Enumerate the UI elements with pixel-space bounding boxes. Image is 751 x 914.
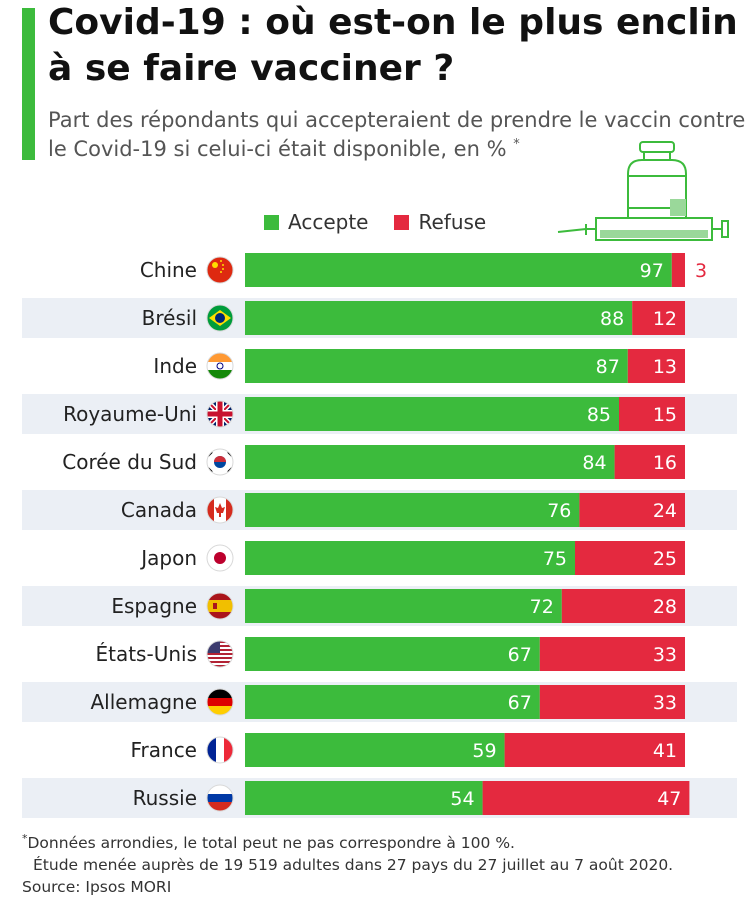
category-label: Allemagne — [90, 690, 197, 714]
data-label-accept: 87 — [596, 356, 620, 378]
bar-accept — [245, 685, 540, 719]
data-label-refuse: 33 — [653, 644, 677, 666]
category-label: Espagne — [111, 594, 197, 618]
bar-accept — [245, 445, 615, 479]
category-label: Russie — [133, 786, 197, 810]
subtitle-text: Part des répondants qui accepteraient de… — [48, 108, 746, 161]
legend-swatch-refuse — [394, 214, 410, 230]
spain-flag-icon — [206, 592, 234, 620]
bar-refuse — [504, 733, 685, 767]
chart-subtitle: Part des répondants qui accepteraient de… — [48, 106, 748, 164]
subtitle-asterisk: * — [513, 137, 520, 152]
category-label: Royaume-Uni — [63, 402, 197, 426]
data-label-refuse: 28 — [653, 596, 677, 618]
india-flag-icon — [206, 352, 234, 380]
chart-title: Covid-19 : où est-on le plus enclin à se… — [48, 2, 738, 89]
bar-refuse — [614, 445, 685, 479]
data-label-refuse: 16 — [653, 452, 677, 474]
canada-flag-icon — [206, 496, 234, 524]
legend-label-refuse: Refuse — [418, 210, 487, 234]
bar-accept — [245, 541, 575, 575]
footnotes: *Données arrondies, le total peut ne pas… — [22, 832, 673, 898]
bar-accept — [245, 397, 619, 431]
category-label: Canada — [121, 498, 197, 522]
data-label-accept: 76 — [547, 500, 571, 522]
category-label: Brésil — [142, 306, 197, 330]
legend-item-accept: Accepte — [264, 210, 368, 234]
china-flag-icon — [206, 256, 234, 284]
data-label-accept: 75 — [543, 548, 567, 570]
category-label: Inde — [153, 354, 197, 378]
data-label-refuse: 41 — [653, 740, 677, 762]
data-label-accept: 88 — [600, 308, 624, 330]
data-label-refuse: 24 — [653, 500, 677, 522]
data-label-refuse: 12 — [653, 308, 677, 330]
bar-refuse — [539, 685, 685, 719]
data-label-accept: 72 — [530, 596, 554, 618]
bar-refuse — [561, 589, 685, 623]
germany-flag-icon — [206, 688, 234, 716]
legend: Accepte Refuse — [264, 210, 512, 234]
category-label: États-Unis — [95, 642, 197, 666]
japan-flag-icon — [206, 544, 234, 572]
legend-swatch-accept — [264, 214, 279, 230]
footnote-source: Source: Ipsos MORI — [22, 878, 172, 896]
footnote-study: Étude menée auprès de 19 519 adultes dan… — [33, 856, 674, 874]
bar-refuse — [619, 397, 685, 431]
data-label-accept: 85 — [587, 404, 611, 426]
bar-refuse — [539, 637, 685, 671]
category-label: Chine — [140, 258, 197, 282]
bar-accept — [245, 637, 540, 671]
data-label-refuse: 3 — [695, 260, 707, 282]
category-label: Japon — [139, 546, 197, 570]
data-label-accept: 97 — [640, 260, 664, 282]
legend-item-refuse: Refuse — [394, 210, 486, 234]
bar-refuse — [627, 349, 685, 383]
bar-refuse — [482, 781, 690, 815]
category-label: Corée du Sud — [62, 450, 197, 474]
bar-accept — [245, 781, 483, 815]
data-label-accept: 67 — [508, 692, 532, 714]
usa-flag-icon — [206, 640, 234, 668]
bar-accept — [245, 301, 633, 335]
title-accent-bar — [22, 8, 35, 160]
brazil-flag-icon — [206, 304, 234, 332]
bar-accept — [245, 733, 505, 767]
bar-accept — [245, 589, 562, 623]
footnote-asterisk: * — [22, 831, 28, 845]
france-flag-icon — [206, 736, 234, 764]
footnote-rounding: *Données arrondies, le total peut ne pas… — [22, 832, 673, 854]
data-label-refuse: 15 — [653, 404, 677, 426]
legend-label-accept: Accepte — [288, 210, 369, 234]
data-label-refuse: 13 — [653, 356, 677, 378]
data-label-accept: 84 — [582, 452, 606, 474]
category-label: France — [130, 738, 197, 762]
south-korea-flag-icon — [206, 448, 234, 476]
bar-refuse — [579, 493, 685, 527]
bar-accept — [245, 253, 672, 287]
uk-flag-icon — [206, 400, 234, 428]
footnote-rounding-text: Données arrondies, le total peut ne pas … — [27, 834, 515, 852]
data-label-refuse: 25 — [653, 548, 677, 570]
data-label-accept: 54 — [450, 788, 474, 810]
data-label-accept: 59 — [472, 740, 496, 762]
data-label-accept: 67 — [508, 644, 532, 666]
russia-flag-icon — [206, 784, 234, 812]
bar-refuse — [575, 541, 685, 575]
data-label-refuse: 33 — [653, 692, 677, 714]
bar-refuse — [632, 301, 685, 335]
vaccine-syringe-icon — [557, 141, 729, 241]
bar-accept — [245, 493, 580, 527]
data-label-refuse: 47 — [657, 788, 681, 810]
bar-accept — [245, 349, 628, 383]
bar-refuse — [671, 253, 685, 287]
